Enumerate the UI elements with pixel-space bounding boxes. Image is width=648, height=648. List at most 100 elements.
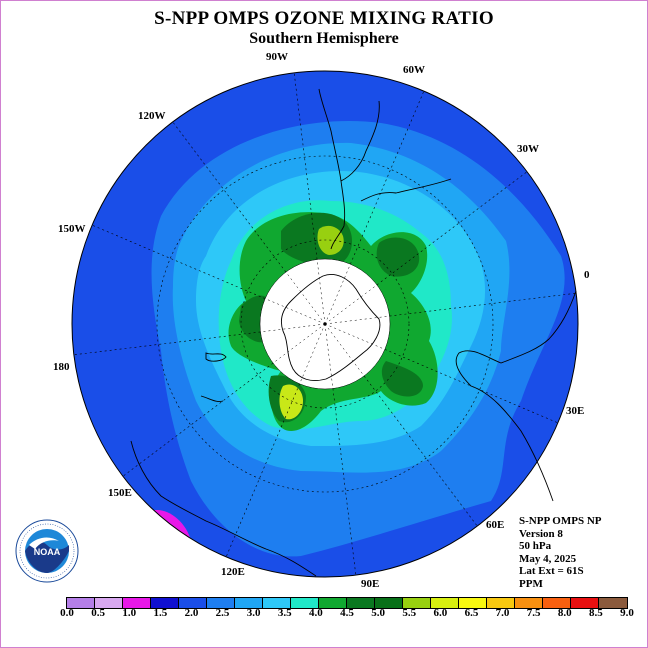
- info-instrument: S-NPP OMPS NP: [519, 515, 602, 527]
- polar-meridian-line: [272, 323, 326, 364]
- meridian-lines: [73, 72, 577, 576]
- lon-label-0: 0: [584, 269, 590, 281]
- info-units: PPM: [519, 577, 543, 590]
- colorbar-tick-label: 4.5: [340, 607, 354, 619]
- map-boundary: [71, 70, 579, 578]
- polar-meridian-line: [265, 298, 326, 325]
- chart-title: S-NPP OMPS OZONE MIXING RATIO: [154, 8, 494, 29]
- lon-label-90e: 90E: [361, 578, 380, 590]
- colorbar-tick-label: 1.5: [153, 607, 168, 619]
- polar-meridian-line: [324, 323, 385, 350]
- colorbar-tick-label: 8.5: [589, 607, 603, 619]
- polar-meridian-line: [324, 323, 365, 377]
- antarctica-outline: [280, 274, 381, 381]
- meridian-line: [293, 72, 318, 260]
- info-lat-extent: Lat Ext = 61S: [519, 565, 584, 577]
- south-pole-dot: [323, 322, 327, 326]
- band-dark-green-south: [381, 361, 423, 397]
- polar-meridian-line: [324, 323, 334, 389]
- australia-coast: [130, 395, 317, 577]
- noaa-logo: NOAA: [15, 519, 79, 583]
- polar-meridian-line: [324, 284, 378, 325]
- lon-label-150w: 150W: [58, 223, 86, 235]
- colorbar-tick-label: 9.0: [620, 607, 634, 619]
- colorbar-tick-label: 3.0: [246, 607, 261, 619]
- polar-meridian-line: [324, 315, 390, 325]
- band-dark-green-east: [376, 237, 420, 277]
- info-pressure-level: 50 hPa: [519, 540, 552, 552]
- meridian-line: [91, 224, 266, 299]
- latitude-circles: [156, 155, 494, 493]
- colorbar-swatch: [67, 598, 95, 608]
- meridian-line: [376, 171, 528, 286]
- meridian-line: [389, 292, 577, 317]
- south-america-coast: [318, 88, 452, 250]
- colorbar-swatch: [515, 598, 543, 608]
- colorbar-swatch: [431, 598, 459, 608]
- colorbar-tick-label: 8.0: [557, 607, 572, 619]
- info-block: S-NPP OMPS NP Version 8 50 hPa May 4, 20…: [519, 515, 602, 590]
- colorbar-swatch: [207, 598, 235, 608]
- colorbar-swatch: [375, 598, 403, 608]
- colorbar-swatch: [487, 598, 515, 608]
- lon-label-60w: 60W: [403, 64, 425, 76]
- colorbar-swatch: [123, 598, 151, 608]
- polar-meridian-line: [260, 323, 326, 333]
- info-version: Version 8: [519, 527, 563, 540]
- info-date: May 4, 2025: [519, 552, 577, 565]
- lon-label-30w: 30W: [517, 143, 539, 155]
- colorbar-swatch: [179, 598, 207, 608]
- meridian-line: [225, 383, 300, 558]
- colorbar: [66, 597, 628, 609]
- polar-meridian-line: [299, 323, 326, 384]
- colorbar-swatch: [235, 598, 263, 608]
- colorbar-tick-label: 2.5: [215, 607, 230, 619]
- meridian-line: [350, 90, 425, 265]
- patch-yellow-green-sw: [279, 384, 303, 420]
- lon-label-60e: 60E: [486, 519, 505, 531]
- colorbar-tick-labels: 0.0 0.5 1.0 1.5 2.0 2.5 3.0 3.5 4.0 4.5 5.0 5.5 6.0 6…: [1, 607, 647, 623]
- polar-meridian-line: [285, 271, 326, 325]
- meridian-line: [73, 331, 261, 356]
- colorbar-tick-label: 5.5: [402, 607, 417, 619]
- colorbar-swatch: [599, 598, 627, 608]
- colorbar-tick-label: 3.5: [277, 607, 292, 619]
- polar-mask-meridians: [260, 259, 390, 389]
- colorbar-swatch: [95, 598, 123, 608]
- colorbar-tick-label: 2.0: [184, 607, 199, 619]
- polar-meridian-line: [316, 259, 326, 325]
- meridian-line: [122, 362, 274, 477]
- colorbar-swatch: [459, 598, 487, 608]
- colorbar-tick-label: 6.5: [464, 607, 479, 619]
- lon-label-120e: 120E: [221, 566, 245, 578]
- colorbar-tick-label: 7.0: [495, 607, 510, 619]
- lon-label-90w: 90W: [266, 51, 288, 63]
- colorbar-swatch: [291, 598, 319, 608]
- new-zealand-coast: [205, 352, 227, 362]
- colorbar-swatch: [403, 598, 431, 608]
- colorbar-tick-label: 6.0: [433, 607, 448, 619]
- meridian-line: [172, 121, 287, 273]
- logo-noaa-text: NOAA: [34, 547, 61, 557]
- africa-coast: [455, 290, 577, 502]
- colorbar-tick-label: 5.0: [371, 607, 385, 619]
- meridian-line: [363, 375, 478, 527]
- lon-label-150e: 150E: [108, 487, 132, 499]
- chart-subtitle: Southern Hemisphere: [249, 30, 399, 47]
- colorbar-swatch: [151, 598, 179, 608]
- lon-label-120w: 120W: [138, 110, 166, 122]
- colorbar-swatch: [319, 598, 347, 608]
- meridian-line: [384, 349, 559, 424]
- colorbar-tick-label: 0.0: [60, 607, 74, 619]
- colorbar-swatch: [263, 598, 291, 608]
- meridian-line: [332, 388, 357, 576]
- lon-label-180: 180: [53, 361, 70, 373]
- lon-label-30e: 30E: [566, 405, 585, 417]
- colorbar-tick-label: 1.0: [122, 607, 137, 619]
- colorbar-tick-label: 4.0: [309, 607, 323, 619]
- colorbar-swatch: [347, 598, 375, 608]
- colorbar-tick-label: 0.5: [91, 607, 105, 619]
- colorbar-swatch: [571, 598, 599, 608]
